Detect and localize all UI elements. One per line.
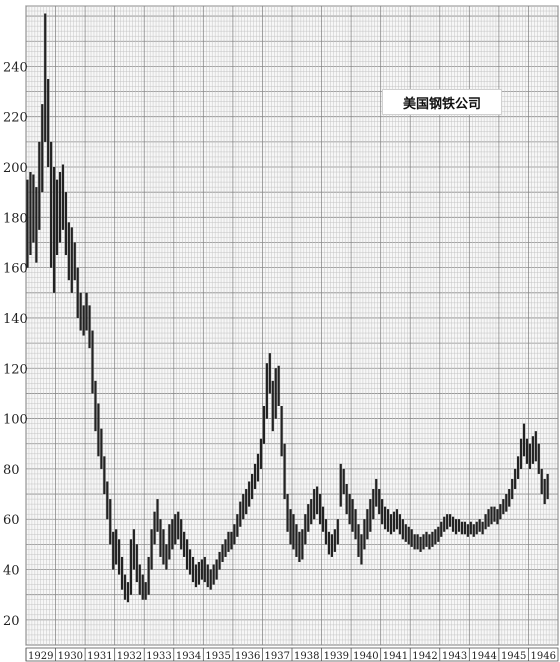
y-tick-label: 220 xyxy=(3,111,28,126)
y-tick-label: 80 xyxy=(3,463,20,478)
x-tick-label: 1938 xyxy=(294,651,319,662)
x-tick-label: 1937 xyxy=(264,651,289,662)
x-tick-label: 1945 xyxy=(501,651,526,662)
x-axis-ticks: 1929 1930 1931 1932 1933 1934 1935 1936 1937 1938… xyxy=(25,647,559,662)
x-tick-label: 1935 xyxy=(205,651,230,662)
x-tick-label: 1946 xyxy=(530,651,555,662)
chart-title: 美国钢铁公司 xyxy=(382,89,502,115)
y-tick-label: 160 xyxy=(3,262,28,277)
y-tick-label: 60 xyxy=(3,513,20,528)
x-tick-label: 1941 xyxy=(383,651,408,662)
x-tick-label: 1930 xyxy=(58,651,83,662)
y-tick-label: 240 xyxy=(3,60,28,75)
price-bars xyxy=(26,13,549,603)
x-tick-label: 1933 xyxy=(146,651,171,662)
x-tick-label: 1936 xyxy=(235,651,260,662)
x-tick-label: 1943 xyxy=(442,651,467,662)
y-tick-label: 180 xyxy=(3,211,28,226)
x-tick-label: 1939 xyxy=(324,651,349,662)
y-tick-label: 40 xyxy=(3,564,20,579)
y-tick-label: 100 xyxy=(3,413,28,428)
y-axis-ticks: 20 40 60 80 100 120 140 160 180 200 220 240 xyxy=(3,60,28,628)
x-tick-label: 1940 xyxy=(353,651,378,662)
x-tick-label: 1929 xyxy=(28,651,53,662)
y-tick-label: 120 xyxy=(3,362,28,377)
x-tick-label: 1944 xyxy=(471,651,496,662)
x-tick-label: 1934 xyxy=(176,651,201,662)
x-tick-label: 1942 xyxy=(412,651,437,662)
y-tick-label: 140 xyxy=(3,312,28,327)
y-tick-label: 200 xyxy=(3,161,28,176)
x-tick-label: 1932 xyxy=(117,651,142,662)
y-tick-label: 20 xyxy=(3,614,20,629)
x-tick-label: 1931 xyxy=(87,651,112,662)
